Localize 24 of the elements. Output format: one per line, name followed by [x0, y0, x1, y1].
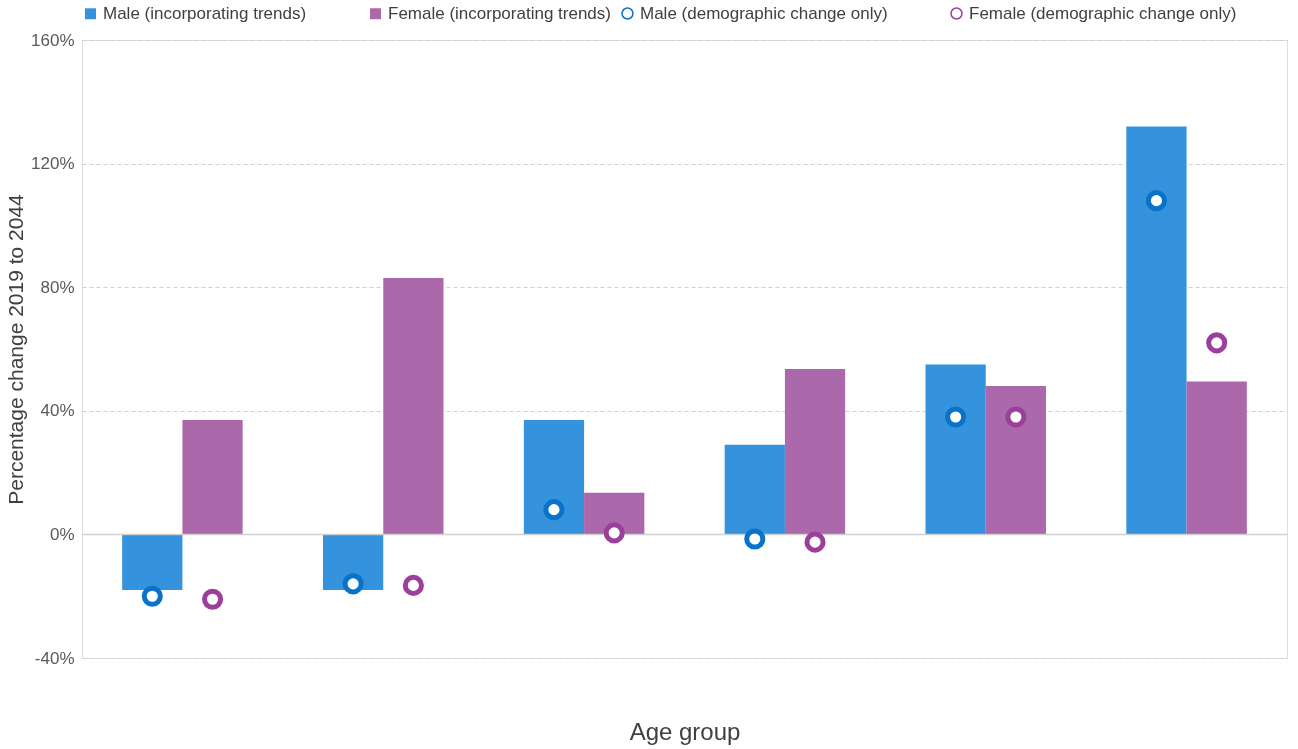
legend-label: Female (demographic change only) — [969, 3, 1237, 23]
bar — [182, 420, 243, 535]
bar — [383, 277, 444, 535]
bar — [784, 369, 846, 535]
legend-label: Male (demographic change only) — [640, 3, 888, 23]
y-tick-label: 160% — [31, 30, 75, 50]
bar — [1126, 126, 1187, 535]
bar — [724, 444, 785, 535]
bar — [323, 534, 384, 591]
bar — [925, 364, 986, 535]
y-tick-label: 120% — [31, 154, 75, 174]
x-axis-title: Age group — [629, 717, 741, 745]
bar — [1186, 381, 1247, 535]
y-tick-label: -40% — [34, 648, 75, 668]
bar — [122, 534, 183, 591]
y-tick-label: 0% — [49, 524, 75, 544]
legend-label: Male (incorporating trends) — [103, 3, 307, 23]
bar — [985, 386, 1046, 535]
bar — [584, 492, 645, 535]
y-tick-label: 80% — [40, 277, 75, 297]
legend-label: Female (incorporating trends) — [388, 3, 611, 23]
bar — [523, 420, 585, 535]
y-tick-label: 40% — [40, 401, 75, 421]
y-axis-title: Percentage change 2019 to 2044 — [4, 193, 28, 505]
